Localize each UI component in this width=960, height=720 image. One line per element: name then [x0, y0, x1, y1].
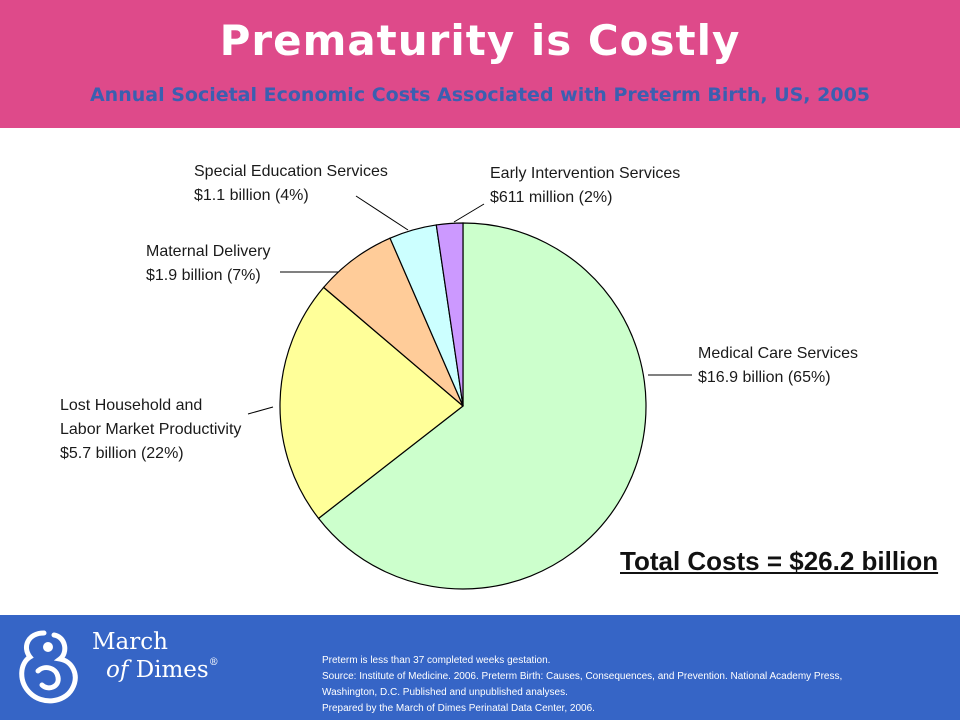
label-medical-care-name: Medical Care Services: [698, 345, 859, 362]
footnote-definition: Preterm is less than 37 completed weeks …: [322, 655, 551, 666]
label-early-intervention-value: $611 million (2%): [490, 189, 613, 206]
label-special-education-name: Special Education Services: [194, 163, 388, 180]
label-special-education-value: $1.1 billion (4%): [194, 187, 309, 204]
label-lost-productivity: Lost Household and Labor Market Producti…: [60, 394, 241, 466]
label-lost-productivity-name-1: Lost Household and: [60, 397, 203, 414]
leader-line-lost-productivity: [247, 406, 274, 415]
label-maternal-delivery: Maternal Delivery $1.9 billion (7%): [146, 240, 270, 288]
footnotes: Preterm is less than 37 completed weeks …: [322, 653, 842, 717]
logo-registered-mark: ®: [208, 657, 219, 668]
page-subtitle: Annual Societal Economic Costs Associate…: [89, 84, 871, 106]
pie-slice-medical-care: [317, 222, 647, 590]
label-early-intervention-name: Early Intervention Services: [490, 165, 681, 182]
logo-text-of-dimes: of Dimes®: [106, 657, 219, 683]
header-banner: Prematurity is Costly Annual Societal Ec…: [0, 0, 960, 128]
leader-lines: [247, 195, 692, 415]
footnote-prepared-by: Prepared by the March of Dimes Perinatal…: [322, 703, 595, 714]
pie-slices: [279, 222, 647, 590]
footnote-source: Source: Institute of Medicine. 2006. Pre…: [322, 671, 843, 682]
label-medical-care: Medical Care Services $16.9 billion (65%…: [698, 342, 858, 390]
footnote-source-cont: Washington, D.C. Published and unpublish…: [322, 687, 568, 698]
label-maternal-delivery-name: Maternal Delivery: [146, 243, 271, 260]
label-maternal-delivery-value: $1.9 billion (7%): [146, 267, 261, 284]
pie-chart: [247, 195, 692, 590]
page-title: Prematurity is Costly: [219, 16, 741, 65]
leader-line-special-education: [355, 195, 409, 231]
logo-text-march: March: [92, 629, 168, 655]
label-medical-care-value: $16.9 billion (65%): [698, 369, 831, 386]
label-lost-productivity-name-2: Labor Market Productivity: [60, 421, 242, 438]
pie-slice-lost-productivity: [279, 286, 464, 520]
label-lost-productivity-value: $5.7 billion (22%): [60, 445, 184, 462]
pie-slice-early-intervention: [435, 222, 464, 407]
footer-banner: March of Dimes® Preterm is less than 37 …: [0, 615, 960, 720]
logo-text-dimes: Dimes: [135, 657, 209, 683]
label-special-education: Special Education Services $1.1 billion …: [194, 160, 388, 208]
leader-line-early-intervention: [453, 203, 485, 223]
label-early-intervention: Early Intervention Services $611 million…: [490, 162, 680, 210]
march-of-dimes-logo-icon: [19, 630, 78, 704]
logo-text-of: of: [106, 657, 129, 683]
total-costs: Total Costs = $26.2 billion: [620, 546, 939, 576]
